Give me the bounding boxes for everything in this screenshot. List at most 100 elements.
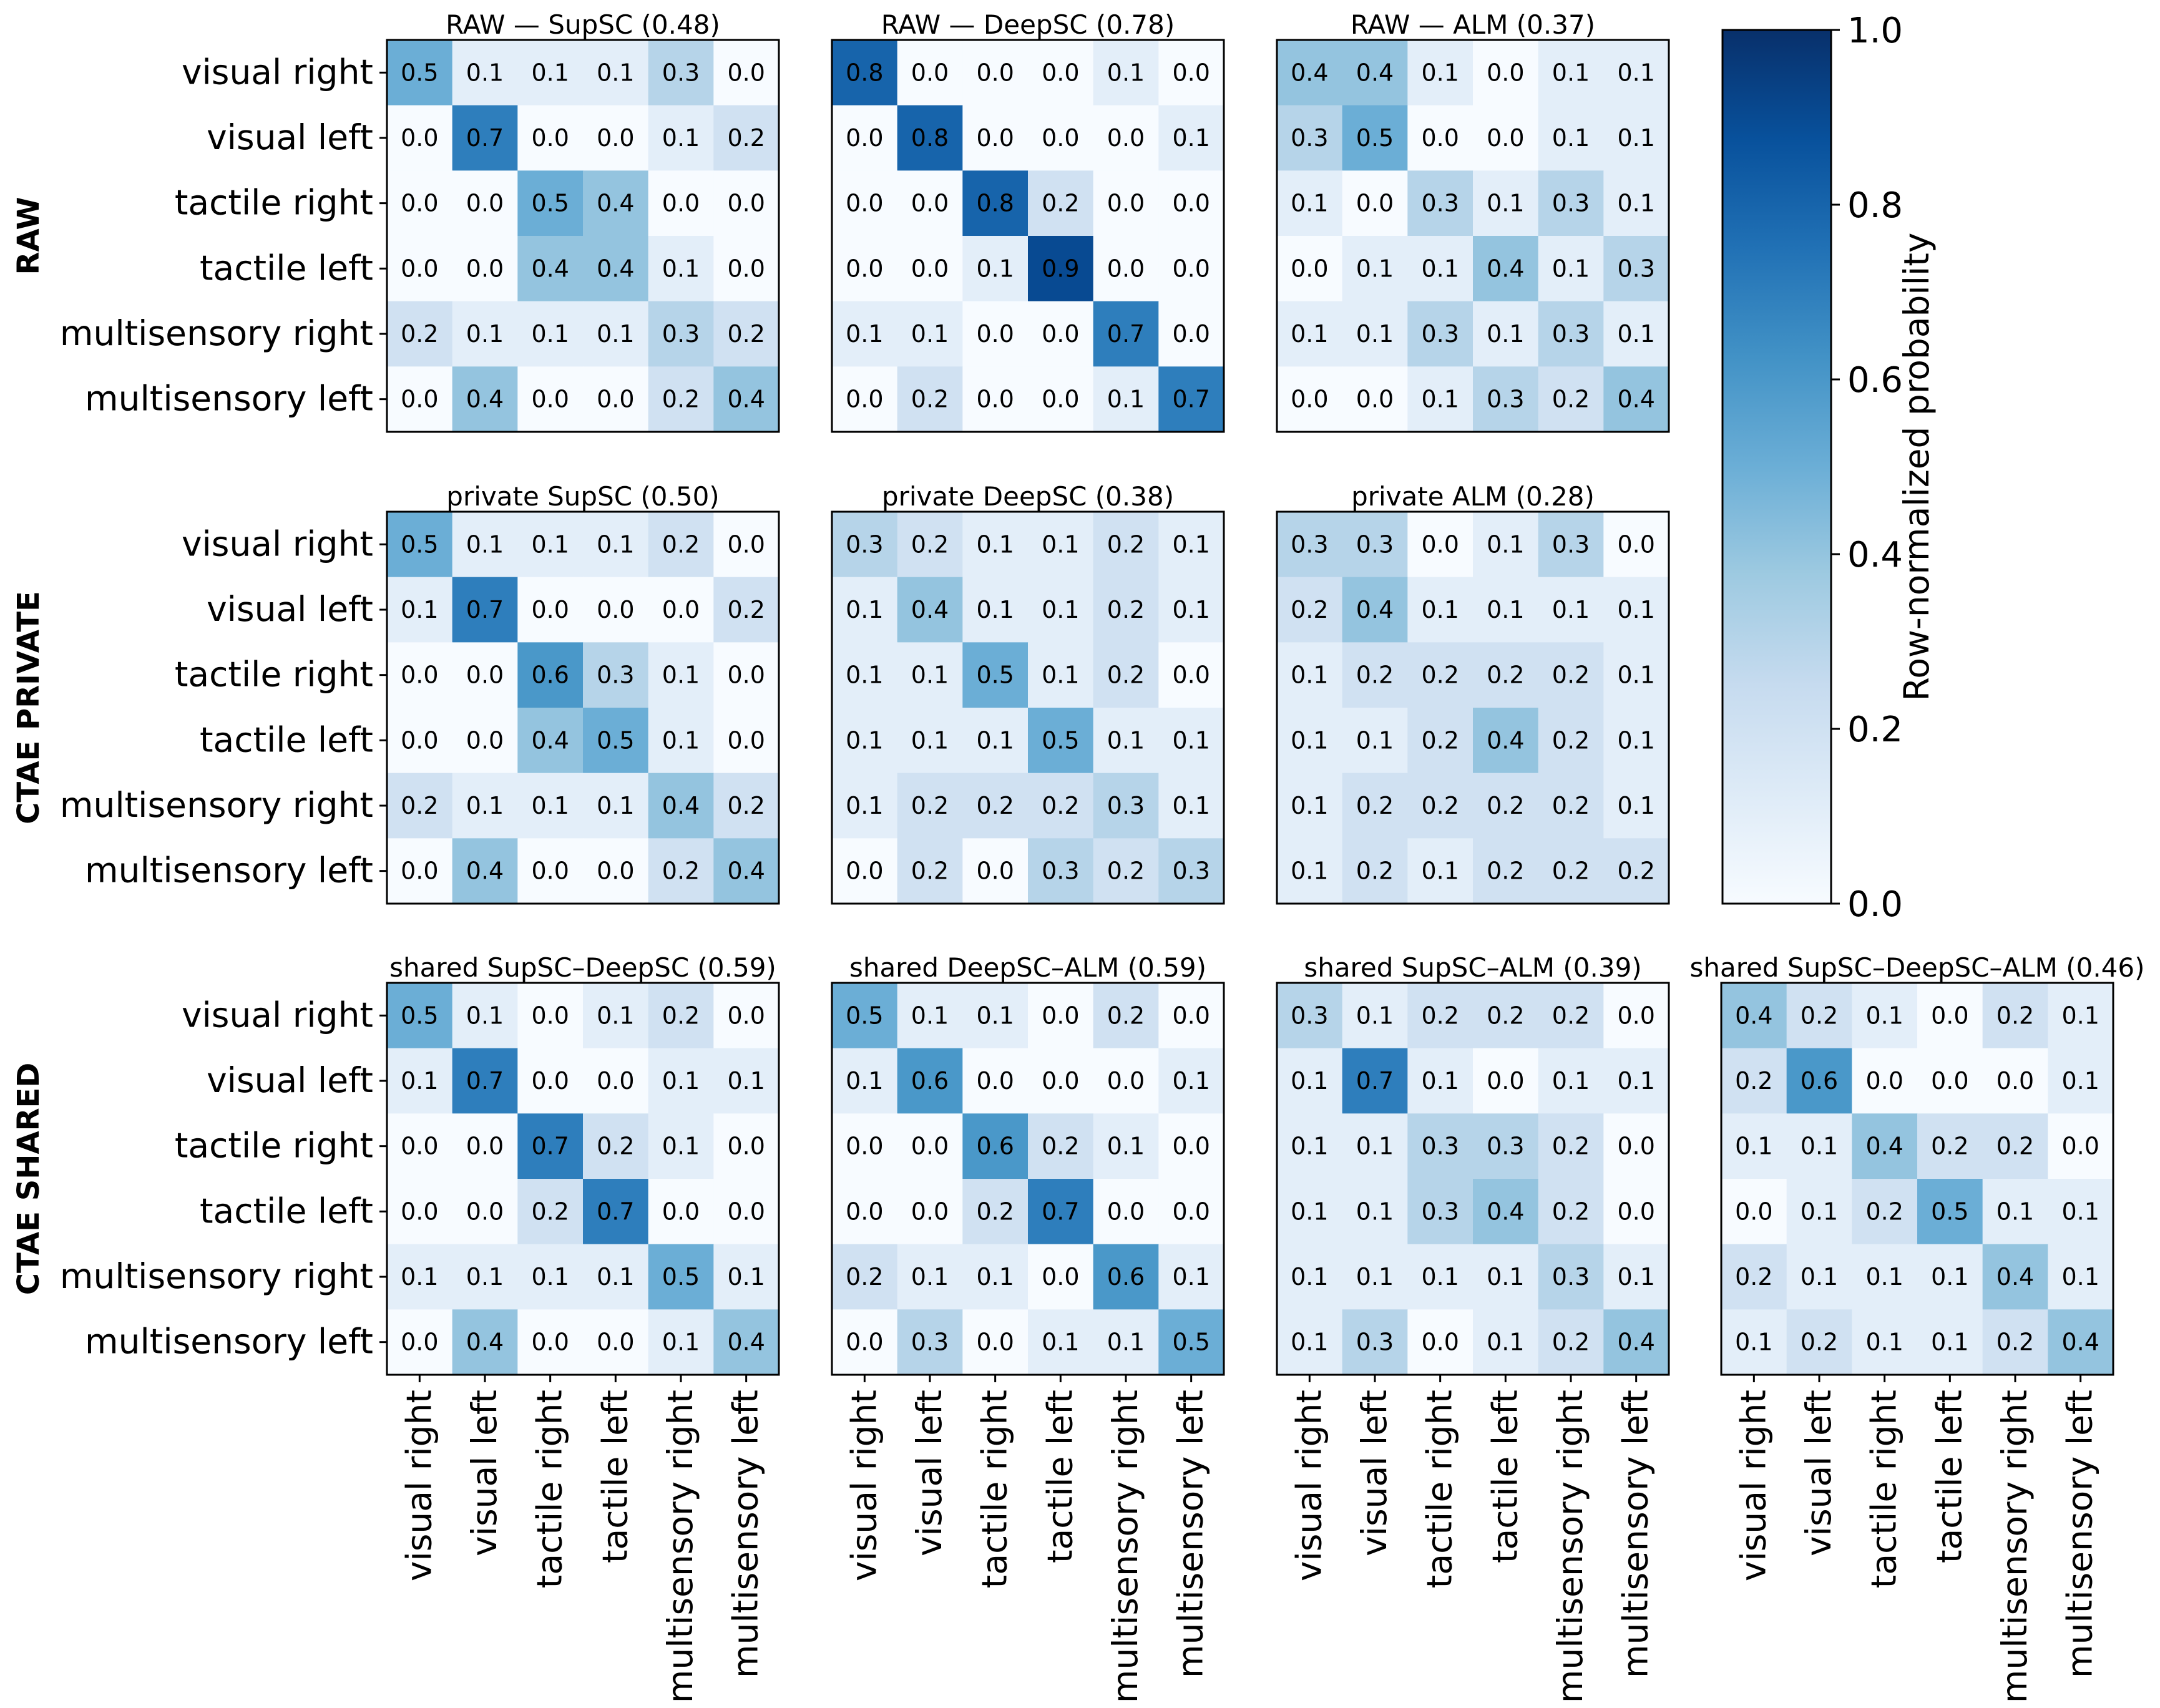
heatmap-cell xyxy=(1158,983,1224,1049)
cell-value-label: 0.1 xyxy=(466,59,504,86)
heatmap-cell xyxy=(1407,1309,1473,1375)
heatmap-cell xyxy=(1158,1113,1224,1179)
heatmap-cell xyxy=(1538,708,1604,774)
heatmap-cell xyxy=(832,983,898,1049)
cell-value-label: 0.0 xyxy=(846,1133,883,1160)
cell-value-label: 0.6 xyxy=(531,661,569,689)
cell-value-label: 0.0 xyxy=(976,124,1014,152)
heatmap-cell xyxy=(1158,1309,1224,1375)
heatmap-cell xyxy=(1277,301,1343,367)
y-tick-label: multisensory left xyxy=(85,851,373,891)
cell-value-label: 0.1 xyxy=(597,59,634,86)
heatmap-cell xyxy=(962,838,1029,904)
cell-value-label: 0.4 xyxy=(1291,59,1328,86)
heatmap-cell xyxy=(962,642,1029,708)
heatmap-cell xyxy=(1028,1048,1094,1114)
x-tick-label: visual left xyxy=(1354,1390,1394,1556)
heatmap-cell xyxy=(832,170,898,237)
heatmap-cell xyxy=(1407,642,1473,708)
cell-value-label: 0.4 xyxy=(1617,386,1654,413)
cell-value-label: 0.2 xyxy=(1487,661,1524,689)
heatmap-cell xyxy=(1093,1113,1159,1179)
heatmap-cell xyxy=(517,1179,584,1245)
cell-value-label: 0.0 xyxy=(1865,1067,1903,1095)
cell-value-label: 0.0 xyxy=(911,190,949,217)
heatmap-cell xyxy=(1342,1113,1408,1179)
heatmap-cell xyxy=(1473,236,1539,302)
cell-value-label: 0.0 xyxy=(1172,320,1210,348)
cell-value-label: 0.7 xyxy=(1107,320,1145,348)
panel-title: private SupSC (0.50) xyxy=(446,481,719,512)
cell-value-label: 0.1 xyxy=(1421,386,1459,413)
heatmap-cell xyxy=(1028,40,1094,106)
cell-value-label: 0.1 xyxy=(2061,1002,2099,1029)
x-tick-label: visual left xyxy=(1799,1390,1839,1556)
heatmap-cell xyxy=(1538,170,1604,237)
heatmap-cell xyxy=(832,236,898,302)
heatmap-cell xyxy=(1028,838,1094,904)
panel-frame xyxy=(1276,39,1670,433)
panel-title: private ALM (0.28) xyxy=(1351,481,1595,512)
cell-value-label: 0.0 xyxy=(1172,1002,1210,1029)
cell-value-label: 0.1 xyxy=(466,792,504,819)
heatmap-cell xyxy=(1277,642,1343,708)
heatmap-cell xyxy=(1342,105,1408,171)
heatmap-cell xyxy=(713,838,779,904)
heatmap-cell xyxy=(517,170,584,237)
cell-value-label: 0.2 xyxy=(1356,792,1394,819)
cell-value-label: 0.1 xyxy=(597,1002,634,1029)
heatmap-cell xyxy=(962,170,1029,237)
heatmap-cell xyxy=(832,512,898,578)
cell-value-label: 0.7 xyxy=(1356,1067,1394,1095)
cell-value-label: 0.0 xyxy=(1421,124,1459,152)
heatmap-cell xyxy=(1603,577,1669,643)
heatmap-cell xyxy=(1277,983,1343,1049)
x-tick-label: visual right xyxy=(399,1390,439,1581)
cell-value-label: 0.0 xyxy=(846,255,883,282)
heatmap-cell xyxy=(962,1244,1029,1310)
heatmap-cell xyxy=(1028,1244,1094,1310)
heatmap-cell xyxy=(962,1048,1029,1114)
cell-value-label: 0.1 xyxy=(1291,1067,1328,1095)
heatmap-cell xyxy=(583,1244,649,1310)
cell-value-label: 0.0 xyxy=(466,661,504,689)
heatmap-cell xyxy=(1473,1048,1539,1114)
heatmap-cell xyxy=(1158,1179,1224,1245)
cell-value-label: 0.2 xyxy=(1996,1329,2034,1356)
heatmap-cell xyxy=(1342,577,1408,643)
heatmap-cell xyxy=(1786,1179,1852,1245)
cell-value-label: 0.0 xyxy=(1172,190,1210,217)
cell-value-label: 0.0 xyxy=(1291,386,1328,413)
cell-value-label: 0.1 xyxy=(1291,726,1328,754)
heatmap-cell xyxy=(1407,512,1473,578)
cell-value-label: 0.1 xyxy=(1931,1329,1968,1356)
cell-value-label: 0.0 xyxy=(401,190,438,217)
cell-value-label: 0.1 xyxy=(2061,1067,2099,1095)
cell-value-label: 0.2 xyxy=(1552,792,1590,819)
cell-value-label: 0.7 xyxy=(466,596,504,623)
cell-value-label: 0.1 xyxy=(1487,320,1524,348)
cell-value-label: 0.1 xyxy=(1107,386,1145,413)
cell-value-label: 0.0 xyxy=(1172,59,1210,86)
cell-value-label: 0.2 xyxy=(1042,792,1079,819)
cell-value-label: 0.7 xyxy=(1172,386,1210,413)
heatmap-cell xyxy=(1093,512,1159,578)
heatmap-panel: RAW — ALM (0.37) 0.4 0.4 0.1 0.0 0.1 0.1 0.3 0.5… xyxy=(1276,9,1670,433)
heatmap-cell xyxy=(962,1179,1029,1245)
cell-value-label: 0.4 xyxy=(1356,596,1394,623)
heatmap-cell xyxy=(1473,708,1539,774)
heatmap-cell xyxy=(1473,1244,1539,1310)
cell-value-label: 0.2 xyxy=(727,792,765,819)
heatmap-cell xyxy=(897,301,963,367)
cell-value-label: 0.5 xyxy=(976,661,1014,689)
heatmap-cell xyxy=(1407,983,1473,1049)
cell-value-label: 0.6 xyxy=(976,1133,1014,1160)
heatmap-cell xyxy=(1028,1113,1094,1179)
cell-value-label: 0.1 xyxy=(976,1002,1014,1029)
cell-value-label: 0.2 xyxy=(1421,661,1459,689)
cell-value-label: 0.1 xyxy=(1617,661,1654,689)
cell-value-label: 0.1 xyxy=(1552,124,1590,152)
heatmap-cell xyxy=(387,105,453,171)
heatmap-cell xyxy=(452,170,518,237)
heatmap-cell xyxy=(517,838,584,904)
